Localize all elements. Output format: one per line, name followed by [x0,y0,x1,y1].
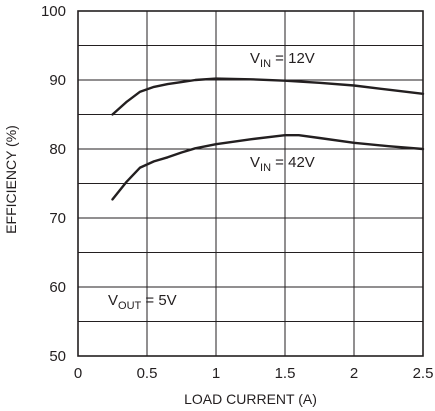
x-axis-label: LOAD CURRENT (A) [184,391,317,407]
x-tick-label: 0.5 [137,365,158,382]
x-tick-label: 2.5 [413,365,434,382]
y-tick-label: 60 [49,279,66,296]
x-tick-label: 1.5 [275,365,296,382]
annotation-vin-42v: VIN = 42V [250,154,315,174]
y-tick-label: 100 [41,3,66,20]
y-tick-label: 90 [49,72,66,89]
annotation-vout-5v-rest: = 5V [141,292,176,309]
annotation-vin-12v-rest: = 12V [271,50,315,67]
y-tick-label: 80 [49,141,66,158]
annotation-vin-12v-sub: IN [260,58,271,70]
x-tick-labels: 0 0.5 1 1.5 2 2.5 [74,365,434,382]
series-line-vin-42v [111,134,425,201]
annotation-vout-5v: VOUT = 5V [108,292,177,312]
annotation-vin-42v-main: V [250,154,260,171]
annotation-vout-5v-sub: OUT [118,300,142,312]
x-tick-label: 2 [350,365,358,382]
annotation-vout-5v-main: V [108,292,118,309]
y-axis-label: EFFICIENCY (%) [3,125,19,234]
x-tick-label: 0 [74,365,82,382]
y-tick-labels: 50 60 70 80 90 100 [41,3,66,365]
annotation-vin-12v: VIN = 12V [250,50,315,70]
annotation-vin-12v-main: V [250,50,260,67]
annotation-vin-42v-sub: IN [260,162,271,174]
y-tick-label: 50 [49,348,66,365]
x-tick-label: 1 [212,365,220,382]
series-line-vin-12v [111,77,425,116]
y-tick-label: 70 [49,210,66,227]
series-group [111,77,425,201]
annotation-vin-42v-rest: = 42V [271,154,315,171]
plot-frame [77,10,424,357]
